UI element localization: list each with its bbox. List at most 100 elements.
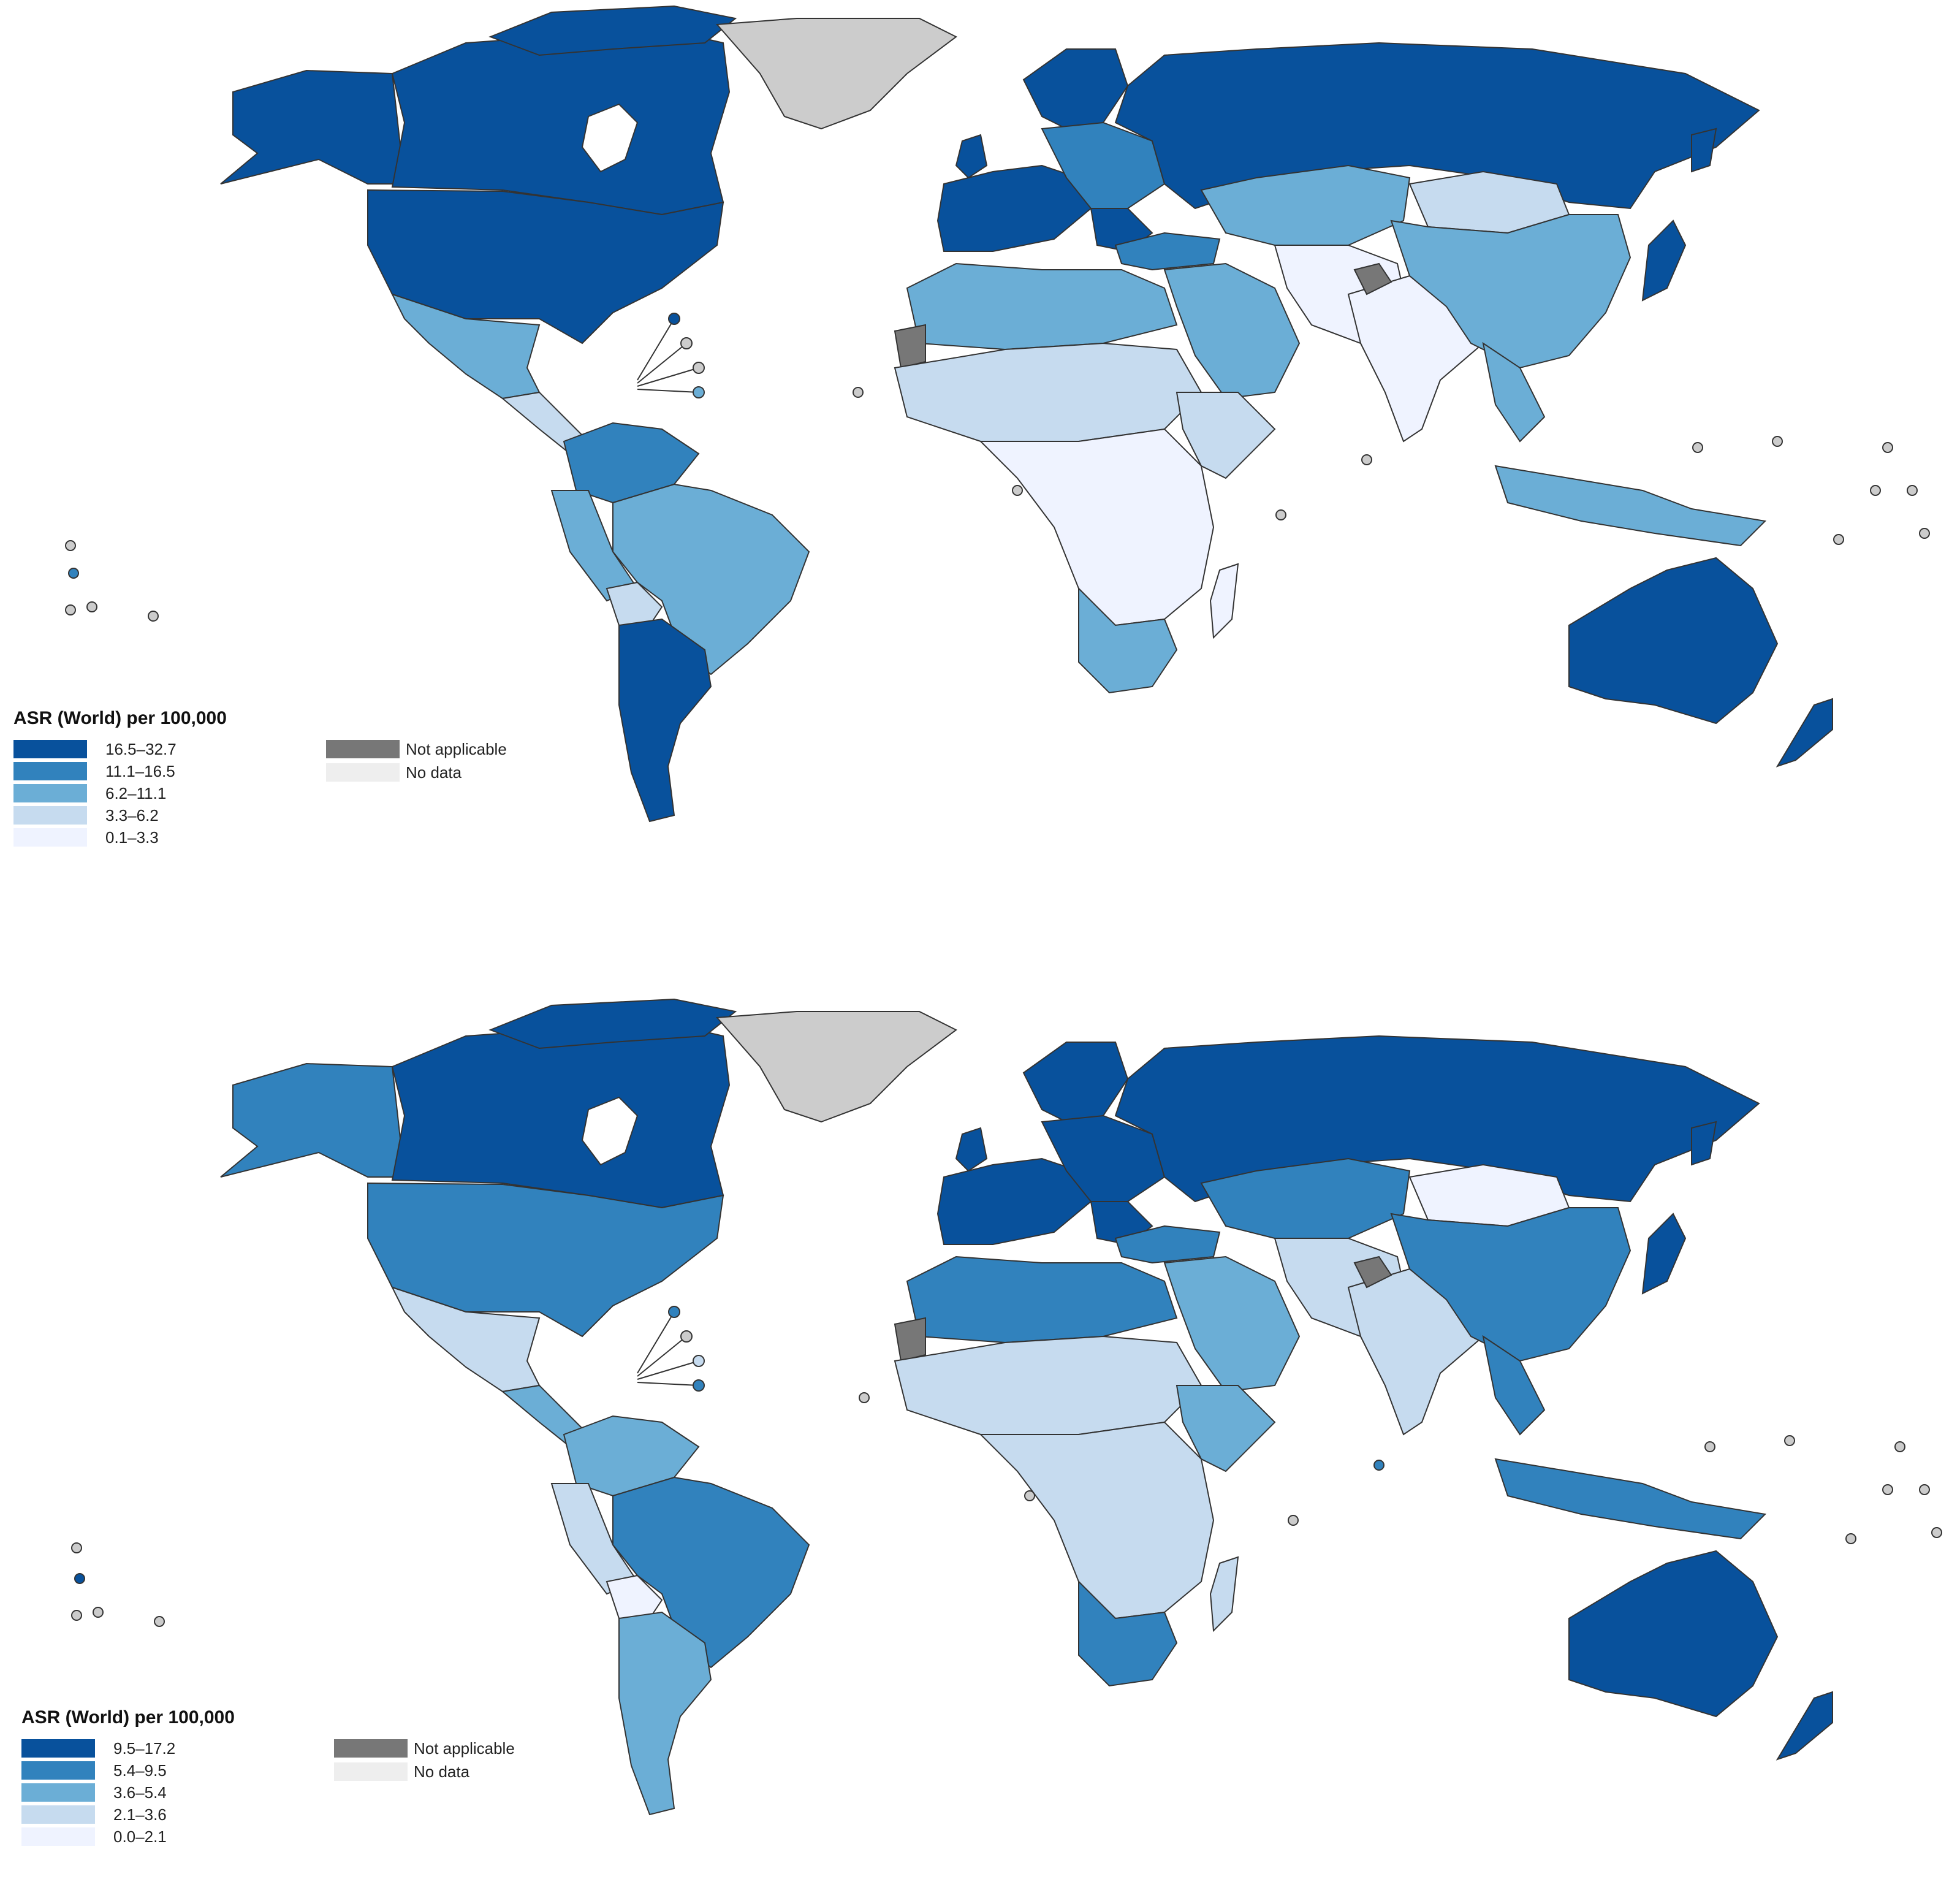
region-uk (955, 134, 988, 179)
island-marker (65, 540, 76, 551)
region-bolivia (606, 581, 663, 626)
region-east-africa (1176, 392, 1276, 479)
legend-label: 11.1–16.5 (105, 762, 175, 780)
island-marker (1894, 1441, 1905, 1452)
world-map-top (65, 5, 1930, 823)
legend-label: 3.3–6.2 (105, 806, 159, 825)
callout-line (637, 1382, 699, 1386)
region-japan (1641, 219, 1687, 302)
island-marker (148, 611, 159, 622)
callout-line (637, 367, 699, 387)
legend: ASR (World) per 100,000 16.5–32.7 11.1–1… (13, 708, 507, 847)
region-kazakhstan (1200, 164, 1411, 246)
island-marker (154, 1616, 165, 1627)
island-marker (1288, 1515, 1299, 1526)
region-china (1390, 1207, 1631, 1362)
region-argentina-chile (618, 1611, 712, 1816)
callout-marker (693, 1379, 705, 1392)
region-madagascar (1209, 1556, 1239, 1632)
legend-swatch (21, 1827, 95, 1846)
map-panel-top: ASR (World) per 100,000 16.5–32.7 11.1–1… (0, 0, 1960, 889)
island-marker (1870, 485, 1881, 496)
legend-label: No data (406, 763, 462, 782)
region-madagascar (1209, 563, 1239, 639)
region-north-africa (906, 262, 1178, 351)
region-kamchatka (1691, 1121, 1717, 1166)
island-marker (1373, 1460, 1385, 1471)
region-north-africa (906, 1255, 1178, 1344)
legend-swatch (13, 828, 87, 847)
legend-label: 2.1–3.6 (113, 1805, 167, 1824)
region-central-europe (1041, 121, 1166, 209)
region-turkey (1114, 232, 1221, 271)
legend-swatch (13, 762, 87, 780)
region-greenland (715, 1011, 957, 1123)
island-marker (68, 568, 79, 579)
legend-swatch (21, 1805, 95, 1824)
map-panel-bottom: ASR (World) per 100,000 9.5–17.2 5.4–9.5… (0, 993, 1960, 1882)
island-marker (86, 601, 97, 612)
island-marker (1907, 485, 1918, 496)
region-arctic-islands (488, 5, 737, 56)
legend-title: ASR (World) per 100,000 (21, 1707, 235, 1728)
region-kamchatka (1691, 128, 1717, 173)
region-hudson-bay (581, 1096, 639, 1166)
legend-label: 16.5–32.7 (105, 740, 177, 758)
legend-title: ASR (World) per 100,000 (13, 708, 227, 728)
legend-label: 9.5–17.2 (113, 1739, 176, 1758)
region-middle-east (1163, 1255, 1301, 1393)
callout-marker (693, 362, 705, 374)
callout-marker (680, 1330, 693, 1343)
island-marker (1361, 454, 1372, 465)
island-marker (859, 1392, 870, 1403)
legend-label: Not applicable (414, 1739, 515, 1758)
island-marker (1882, 1484, 1893, 1495)
legend-label: No data (414, 1762, 470, 1781)
island-marker (1692, 442, 1703, 453)
region-turkey (1114, 1225, 1221, 1264)
legend-label: 6.2–11.1 (105, 784, 167, 802)
legend-swatch (21, 1739, 95, 1758)
region-new-zealand (1776, 698, 1833, 768)
callout-line (637, 318, 675, 381)
region-russia (1114, 42, 1760, 210)
legend-swatch (13, 806, 87, 825)
legend-swatch (334, 1739, 408, 1758)
legend-swatch (21, 1783, 95, 1802)
region-greenland (715, 18, 957, 130)
callout-marker (668, 1306, 680, 1318)
region-argentina-chile (618, 618, 712, 823)
region-southern-africa (1078, 1580, 1178, 1687)
region-kazakhstan (1200, 1157, 1411, 1239)
region-hudson-bay (581, 103, 639, 173)
region-uk (955, 1127, 988, 1172)
island-marker (1882, 442, 1893, 453)
island-marker (1919, 528, 1930, 539)
region-sahel (894, 1335, 1202, 1435)
region-southeast-asia (1482, 1335, 1546, 1436)
island-marker (1275, 509, 1286, 520)
region-australia (1568, 557, 1779, 725)
region-bolivia (606, 1574, 663, 1619)
region-western-europe (936, 164, 1092, 252)
legend-swatch (13, 784, 87, 802)
island-marker (1833, 534, 1844, 545)
legend-swatch (13, 740, 87, 758)
region-western-sahara (894, 324, 926, 369)
island-marker (1012, 485, 1023, 496)
region-scandinavia (1022, 1042, 1129, 1123)
callout-marker (693, 386, 705, 398)
legend-swatch (21, 1761, 95, 1780)
world-map-bottom (71, 998, 1942, 1816)
island-marker (93, 1607, 104, 1618)
island-marker (65, 604, 76, 615)
legend-swatch (326, 763, 400, 782)
island-marker (1784, 1435, 1795, 1446)
legend-swatch (334, 1762, 408, 1781)
legend-label: Not applicable (406, 740, 507, 758)
callout-line (637, 1360, 699, 1380)
island-marker (1919, 1484, 1930, 1495)
island-marker (71, 1610, 82, 1621)
region-east-africa (1176, 1385, 1276, 1472)
region-kashmir (1353, 262, 1392, 295)
